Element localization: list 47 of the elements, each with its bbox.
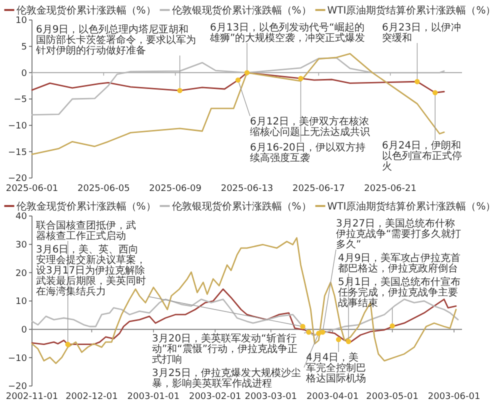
legend-label: WTI原油期货结算价累计涨跌幅（%） (327, 200, 496, 212)
x-tick-label: 2003-06-01 (428, 392, 480, 402)
annotation: 6月13日，以色列发动代号“崛起的雄狮”的大规模空袭，冲突正式爆发 (209, 22, 366, 44)
annotation: 4月4日，美军完全控制巴格达国际机场 (305, 352, 366, 384)
y-tick-label: 40 (16, 212, 28, 222)
y-tick-label: −20 (8, 382, 28, 392)
y-tick-label: −20 (8, 174, 28, 184)
annotation: 联合国核查团抵伊，武器核查工作正式启动 (36, 220, 136, 242)
y-tick-label: −15 (8, 148, 27, 158)
y-tick-label: 10 (16, 16, 28, 26)
x-tick-label: 2003-03-01 (244, 392, 298, 402)
annotation: 6月16-20日，伊以双方持续高强度互袭 (250, 142, 366, 164)
x-tick-label: 2025-06-05 (78, 184, 130, 194)
x-tick-label: 2003-04-01 (306, 392, 359, 402)
x-tick-label: 2025-06-13 (220, 184, 274, 194)
x-tick-label: 2002-12-01 (66, 392, 118, 402)
legend-label: 伦敦银现货价累计涨跌幅（%） (172, 4, 312, 16)
x-tick-label: 2025-06-17 (292, 184, 345, 194)
y-tick-label: 0 (21, 326, 28, 336)
x-tick-label: 2003-01-01 (127, 392, 180, 402)
y-tick-label: −10 (8, 122, 28, 132)
y-tick-label: 20 (16, 268, 28, 279)
legend-label: WTI原油期货结算价累计涨跌幅（%） (327, 4, 496, 16)
annotation: 6月23日，以伊冲突缓和 (382, 22, 462, 44)
annotation: 3月20日，美英联军发动“斩首行动”和“震慑”行动，伊拉克战争正式打响 (152, 332, 298, 366)
y-tick-label: 30 (16, 240, 28, 251)
x-tick-label: 2002-11-01 (6, 392, 58, 402)
x-tick-label: 2003-02-01 (188, 392, 242, 402)
y-tick-label: 5 (21, 42, 27, 53)
annotation: 3月6日，美、英、西向安理会提交新决议草案，设3月17日为伊拉克解除武装最后期限，美英同时在海湾集结兵力 (36, 244, 146, 298)
annotation: 3月27日，美国总统布什称伊拉克战争“需要打多久就打多久” (336, 218, 462, 250)
annotation: 6月12日，美伊双方在核浓缩核心问题上无法达成共识 (250, 116, 370, 138)
y-tick-label: −10 (8, 354, 28, 364)
y-tick-label: 0 (21, 68, 28, 79)
annotation: 4月9日，美军攻占伊拉克首都巴格达，伊拉克政府倒台 (338, 252, 461, 274)
annotation: 3月25日，伊拉克爆发大规模沙尘暴，影响美英联军作战进程 (152, 367, 302, 390)
x-tick-label: 2025-06-09 (149, 184, 202, 194)
annotation: 6月24日，伊朗和以色列宣布正式停火 (382, 140, 462, 172)
annotation: 6月9日，以色列总理内塔尼亚胡和国防部长卡茨签署命令，要求以军为针对伊朗的行动做好准备 (35, 24, 196, 56)
y-tick-label: −5 (14, 95, 27, 106)
x-tick-label: 2025-06-21 (364, 184, 416, 194)
x-tick-label: 2003-05-01 (366, 392, 418, 402)
legend-label: 伦敦金现货价累计涨跌幅（%） (16, 200, 156, 212)
legend-label: 伦敦银现货价累计涨跌幅（%） (172, 200, 312, 212)
y-tick-label: 10 (16, 297, 28, 308)
legend-label: 伦敦金现货价累计涨跌幅（%） (16, 4, 156, 16)
x-tick-label: 2025-06-01 (6, 184, 58, 194)
